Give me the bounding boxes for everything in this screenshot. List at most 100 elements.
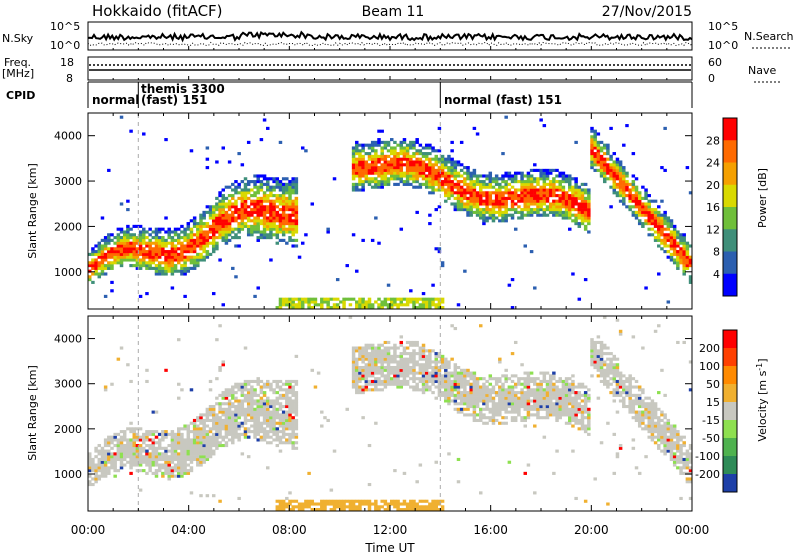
data-cell [259,205,264,209]
data-cell [122,252,127,256]
data-cell [564,393,569,397]
data-cell [218,208,222,212]
data-cell [116,255,121,259]
data-cell [170,236,175,240]
data-cell [383,508,388,512]
data-cell [612,368,617,372]
data-cell [367,502,372,506]
data-cell [167,258,171,262]
data-cell [367,357,372,361]
data-cell [173,463,178,467]
data-cell [618,163,623,167]
data-cell [275,219,280,223]
data-cell [657,219,661,223]
data-cell [393,343,397,347]
data-cell [548,382,553,386]
data-cell [266,177,270,181]
data-cell [580,210,585,214]
data-cell [644,194,648,198]
data-cell [259,385,264,389]
data-cell [100,457,105,462]
data-cell [672,233,677,237]
data-cell [520,194,524,198]
data-cell [574,413,578,417]
data-cell [510,393,515,397]
data-cell [472,126,477,130]
data-cell [161,466,165,470]
data-cell [568,413,572,417]
data-cell [285,402,289,406]
data-cell [262,196,267,200]
data-cell [431,171,435,175]
data-cell [612,182,617,186]
data-cell [504,219,508,223]
data-cell [148,261,152,265]
data-cell [571,272,575,276]
data-cell [243,210,248,214]
data-cell [459,174,464,178]
data-cell [281,430,286,434]
data-cell [498,360,502,364]
data-cell [688,255,693,259]
data-cell [278,199,283,203]
data-cell [135,250,140,254]
data-cell [571,399,575,403]
data-cell [361,357,365,361]
data-cell [250,230,254,234]
data-cell [145,261,149,265]
data-cell [374,163,378,167]
data-cell [154,236,159,240]
data-cell [253,294,257,298]
data-cell [412,349,416,353]
data-cell [205,443,210,448]
data-cell [396,297,400,301]
data-cell [180,460,184,464]
data-cell [479,399,483,403]
data-cell [142,238,146,242]
data-cell [129,430,133,434]
data-cell [266,435,270,439]
data-cell [285,421,289,425]
data-cell [177,441,181,445]
data-cell [234,216,238,220]
nsearch-label: N.Search [744,30,794,43]
data-cell [250,396,254,400]
data-cell [421,374,426,378]
data-cell [510,404,515,409]
data-cell [545,171,550,175]
data-cell [243,205,248,209]
data-cell [590,349,594,353]
data-cell [437,377,442,381]
data-cell [463,368,467,372]
data-cell [501,421,505,425]
data-cell [138,455,143,459]
data-cell [269,382,273,386]
data-cell [498,205,502,209]
data-cell [186,238,191,242]
data-cell [599,360,604,364]
data-cell [221,216,225,220]
data-cell [256,202,260,206]
data-cell [596,335,601,339]
data-cell [412,352,416,356]
data-cell [215,421,219,425]
data-cell [103,449,108,453]
data-cell [278,379,283,384]
data-cell [154,446,159,450]
data-cell [561,171,566,175]
data-cell [297,508,302,512]
data-cell [463,177,467,181]
data-cell [278,227,283,231]
data-cell [367,388,372,392]
data-cell [396,365,400,370]
data-cell [173,466,178,470]
data-cell [291,177,295,181]
data-cell [234,185,238,189]
data-cell [116,250,121,254]
data-cell [434,365,438,370]
data-cell [122,255,127,259]
data-cell [205,222,210,226]
data-cell [402,154,407,158]
data-cell [310,202,315,206]
data-cell [272,227,276,231]
